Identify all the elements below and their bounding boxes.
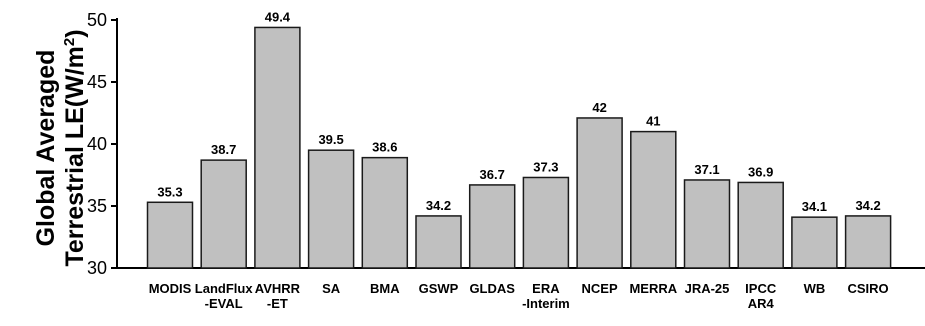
bar-value-label: 34.2	[426, 198, 451, 213]
x-tick-label: JRA-25	[685, 281, 730, 296]
bar	[361, 156, 409, 269]
bar-value-label: 37.3	[533, 159, 558, 174]
x-tick-label-line: BMA	[370, 281, 400, 296]
bar-value-label: 39.5	[318, 132, 343, 147]
bar	[146, 201, 194, 269]
x-tick-label: GLDAS	[469, 281, 515, 296]
bar	[683, 179, 731, 269]
y-tick-label: 50	[87, 10, 107, 30]
x-tick-label-line: MERRA	[629, 281, 677, 296]
x-tick-label: GSWP	[419, 281, 459, 296]
x-tick-label-line: WB	[804, 281, 826, 296]
x-tick-label: MODIS	[149, 281, 192, 296]
bar	[468, 184, 516, 269]
x-tick-label: AVHRR -ET	[255, 281, 301, 311]
x-tick-label: IPCC AR4	[745, 281, 777, 311]
bar	[576, 117, 623, 269]
x-tick-label-line: -EVAL	[205, 296, 243, 311]
bar	[307, 149, 355, 269]
bar-value-label: 34.1	[802, 199, 827, 214]
bar-value-label: 38.6	[372, 140, 397, 155]
x-tick-label-line: IPCC	[745, 281, 777, 296]
x-tick-label-line: CSIRO	[848, 281, 889, 296]
x-tick-label-line: -Interim	[522, 296, 570, 311]
x-tick-label: CSIRO	[848, 281, 889, 296]
x-tick-label-line: -ET	[267, 296, 288, 311]
x-tick-label-line: ERA	[532, 281, 560, 296]
bar-value-label: 36.9	[748, 164, 773, 179]
y-axis-title-line-1: Global Averaged	[32, 50, 60, 247]
bar	[415, 215, 462, 269]
bar	[844, 215, 892, 269]
y-axis-title-text: Terrestrial LE(W/m	[61, 46, 89, 266]
x-tick-label-line: MODIS	[149, 281, 192, 296]
bar-value-label: 42	[592, 100, 606, 115]
bar	[522, 176, 570, 269]
y-tick-label: 30	[87, 258, 107, 278]
x-tick-label-line: JRA-25	[685, 281, 730, 296]
x-tick-label: SA	[322, 281, 341, 296]
x-tick-label-line: LandFlux	[195, 281, 254, 296]
x-tick-label-line: NCEP	[582, 281, 618, 296]
bar-value-label: 49.4	[265, 9, 291, 24]
x-tick-label-line: GLDAS	[469, 281, 515, 296]
bars	[146, 26, 892, 269]
x-tick-label: WB	[804, 281, 826, 296]
bar-value-label: 34.2	[855, 198, 880, 213]
y-axis-title: Global Averaged Terrestrial LE(W/m2)	[32, 29, 89, 266]
bar-value-label: 35.3	[157, 184, 182, 199]
bar	[630, 130, 677, 269]
x-tick-label-line: AR4	[748, 296, 775, 311]
bar-value-label: 41	[646, 114, 660, 129]
x-tick-label: NCEP	[582, 281, 618, 296]
bar	[737, 181, 784, 269]
data-labels: 35.3 38.7 49.4 39.5 38.6 34.2 36.7 37.3 42 41 37.1…	[157, 9, 880, 214]
y-axis-title-superscript: 2	[61, 38, 78, 46]
x-tick-label: BMA	[370, 281, 400, 296]
y-tick-label: 35	[87, 196, 107, 216]
x-tick-label-line: SA	[322, 281, 341, 296]
y-axis-title-line-2: Terrestrial LE(W/m2)	[61, 29, 89, 266]
x-tick-label: LandFlux -EVAL	[195, 281, 254, 311]
bar	[791, 216, 838, 269]
bar-value-label: 36.7	[480, 167, 505, 182]
x-tick-label: MERRA	[629, 281, 677, 296]
y-axis-title-close-paren: )	[61, 29, 89, 37]
bar	[254, 26, 301, 269]
y-tick-label: 40	[87, 134, 107, 154]
bar	[200, 159, 247, 269]
x-tick-label-line: GSWP	[419, 281, 459, 296]
x-tick-label: ERA -Interim	[522, 281, 570, 311]
y-axis-ticks: 30 35 40 45 50	[87, 10, 117, 278]
bar-value-label: 38.7	[211, 142, 236, 157]
x-tick-label-line: AVHRR	[255, 281, 301, 296]
bar-value-label: 37.1	[694, 162, 719, 177]
y-tick-label: 45	[87, 72, 107, 92]
